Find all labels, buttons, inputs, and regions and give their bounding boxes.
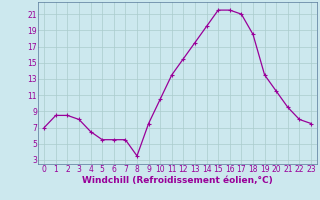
X-axis label: Windchill (Refroidissement éolien,°C): Windchill (Refroidissement éolien,°C) bbox=[82, 176, 273, 185]
